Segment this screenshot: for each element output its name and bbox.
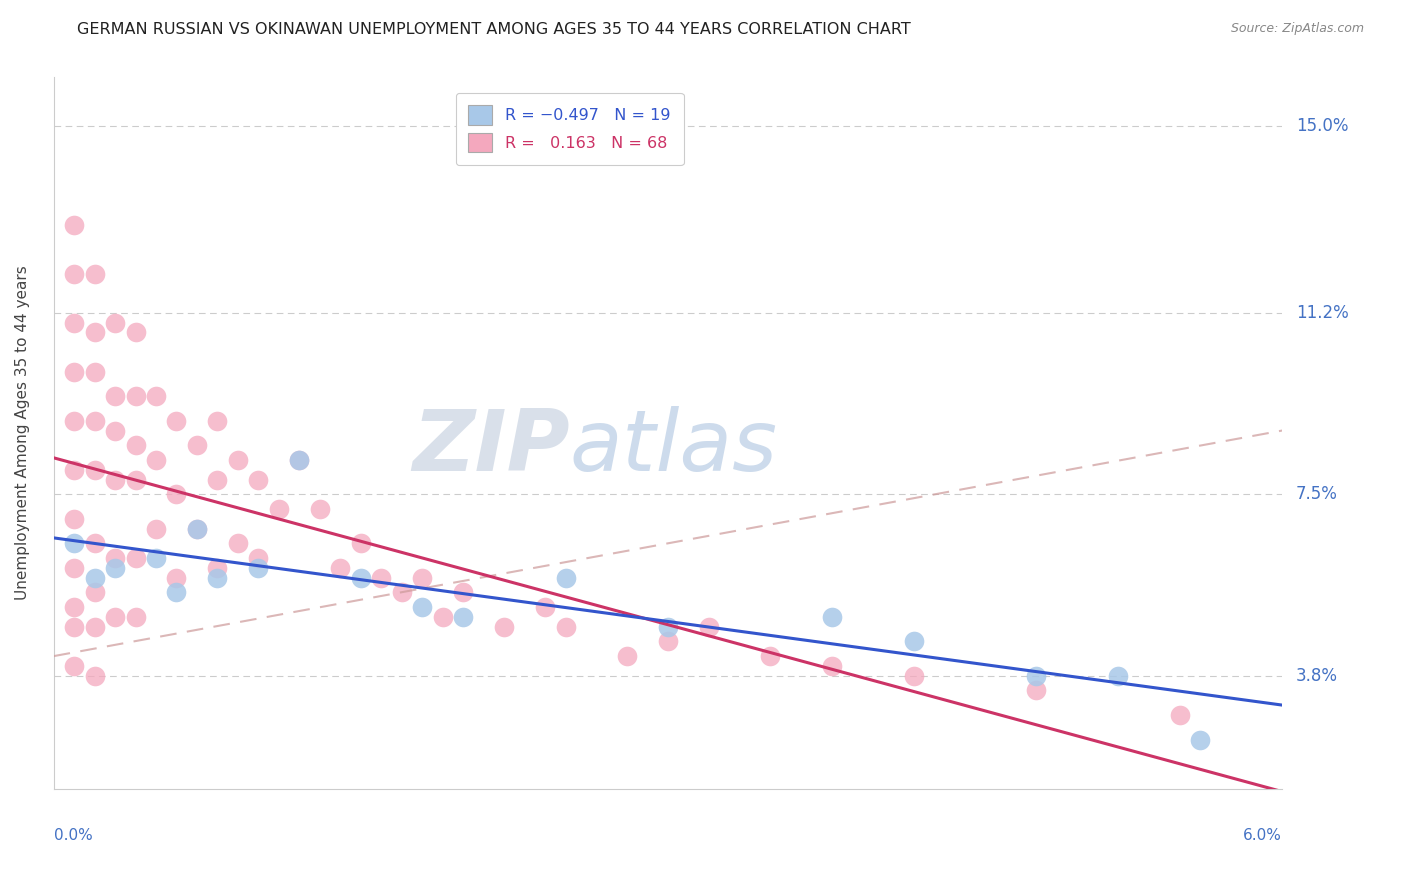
Point: [186, 438, 208, 452]
Point: [104, 473, 127, 487]
Point: [104, 389, 127, 403]
Point: [166, 487, 188, 501]
Point: [207, 414, 229, 428]
Text: Source: ZipAtlas.com: Source: ZipAtlas.com: [1230, 22, 1364, 36]
Legend: R = −0.497   N = 19, R =   0.163   N = 68: R = −0.497 N = 19, R = 0.163 N = 68: [456, 93, 683, 165]
Point: [124, 326, 146, 340]
Point: [207, 571, 229, 585]
Point: [145, 453, 167, 467]
Point: [124, 438, 146, 452]
Text: 15.0%: 15.0%: [1296, 118, 1348, 136]
Point: [226, 536, 249, 550]
Point: [63, 365, 86, 379]
Point: [207, 473, 229, 487]
Point: [903, 669, 925, 683]
Point: [350, 571, 373, 585]
Point: [329, 561, 352, 575]
Point: [288, 453, 311, 467]
Point: [124, 610, 146, 624]
Point: [657, 634, 679, 648]
Point: [247, 473, 270, 487]
Point: [534, 600, 557, 615]
Point: [83, 365, 105, 379]
Point: [63, 267, 86, 281]
Point: [63, 316, 86, 330]
Point: [226, 453, 249, 467]
Point: [83, 267, 105, 281]
Point: [616, 649, 638, 664]
Point: [657, 620, 679, 634]
Point: [288, 453, 311, 467]
Point: [166, 585, 188, 599]
Point: [821, 610, 844, 624]
Point: [63, 659, 86, 673]
Point: [1025, 683, 1047, 698]
Point: [554, 620, 576, 634]
Text: 11.2%: 11.2%: [1296, 304, 1348, 322]
Text: ZIP: ZIP: [412, 406, 569, 489]
Point: [83, 414, 105, 428]
Text: 7.5%: 7.5%: [1296, 485, 1339, 503]
Point: [247, 561, 270, 575]
Point: [554, 571, 576, 585]
Point: [63, 536, 86, 550]
Point: [166, 414, 188, 428]
Point: [166, 571, 188, 585]
Point: [63, 463, 86, 477]
Point: [124, 389, 146, 403]
Point: [207, 561, 229, 575]
Point: [451, 610, 474, 624]
Point: [83, 669, 105, 683]
Point: [494, 620, 516, 634]
Text: 3.8%: 3.8%: [1296, 666, 1339, 685]
Point: [104, 316, 127, 330]
Point: [124, 551, 146, 566]
Point: [186, 522, 208, 536]
Point: [411, 600, 433, 615]
Point: [63, 218, 86, 232]
Point: [411, 571, 433, 585]
Point: [83, 536, 105, 550]
Text: 0.0%: 0.0%: [53, 828, 93, 843]
Y-axis label: Unemployment Among Ages 35 to 44 years: Unemployment Among Ages 35 to 44 years: [15, 266, 30, 600]
Point: [83, 620, 105, 634]
Point: [145, 389, 167, 403]
Point: [903, 634, 925, 648]
Point: [267, 502, 290, 516]
Point: [821, 659, 844, 673]
Text: atlas: atlas: [569, 406, 778, 489]
Point: [247, 551, 270, 566]
Point: [104, 561, 127, 575]
Point: [63, 600, 86, 615]
Point: [104, 610, 127, 624]
Point: [83, 585, 105, 599]
Point: [1107, 669, 1129, 683]
Point: [63, 620, 86, 634]
Point: [1025, 669, 1047, 683]
Point: [63, 414, 86, 428]
Point: [391, 585, 413, 599]
Point: [697, 620, 720, 634]
Point: [432, 610, 454, 624]
Point: [104, 424, 127, 438]
Point: [759, 649, 782, 664]
Text: GERMAN RUSSIAN VS OKINAWAN UNEMPLOYMENT AMONG AGES 35 TO 44 YEARS CORRELATION CH: GERMAN RUSSIAN VS OKINAWAN UNEMPLOYMENT …: [77, 22, 911, 37]
Point: [145, 551, 167, 566]
Point: [63, 561, 86, 575]
Point: [83, 463, 105, 477]
Text: 6.0%: 6.0%: [1243, 828, 1282, 843]
Point: [83, 326, 105, 340]
Point: [370, 571, 392, 585]
Point: [63, 512, 86, 526]
Point: [350, 536, 373, 550]
Point: [104, 551, 127, 566]
Point: [451, 585, 474, 599]
Point: [83, 571, 105, 585]
Point: [124, 473, 146, 487]
Point: [1168, 708, 1191, 723]
Point: [145, 522, 167, 536]
Point: [308, 502, 330, 516]
Point: [1189, 732, 1212, 747]
Point: [186, 522, 208, 536]
